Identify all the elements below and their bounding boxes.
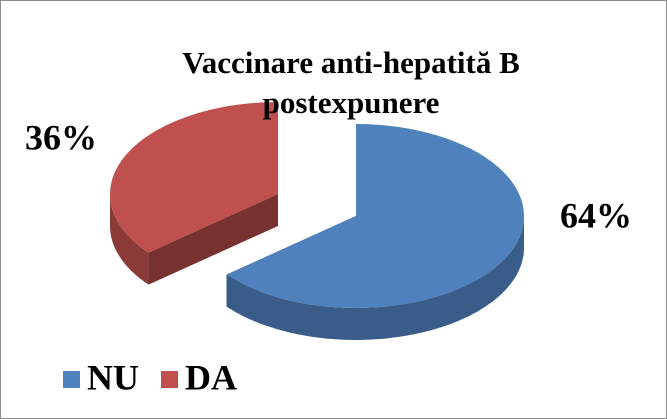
data-label: 64% <box>560 195 632 235</box>
data-label: 36% <box>25 117 97 157</box>
slice <box>110 102 278 253</box>
chart-title: Vaccinare anti-hepatită B postexpunere <box>182 45 520 120</box>
legend-swatch <box>161 371 178 388</box>
slice-wall <box>110 194 149 285</box>
slice <box>226 124 524 308</box>
legend-label: DA <box>185 357 237 397</box>
legend-label: NU <box>87 357 139 397</box>
legend-swatch <box>63 371 80 388</box>
slice-side <box>148 194 278 285</box>
slice-wall <box>226 216 524 341</box>
